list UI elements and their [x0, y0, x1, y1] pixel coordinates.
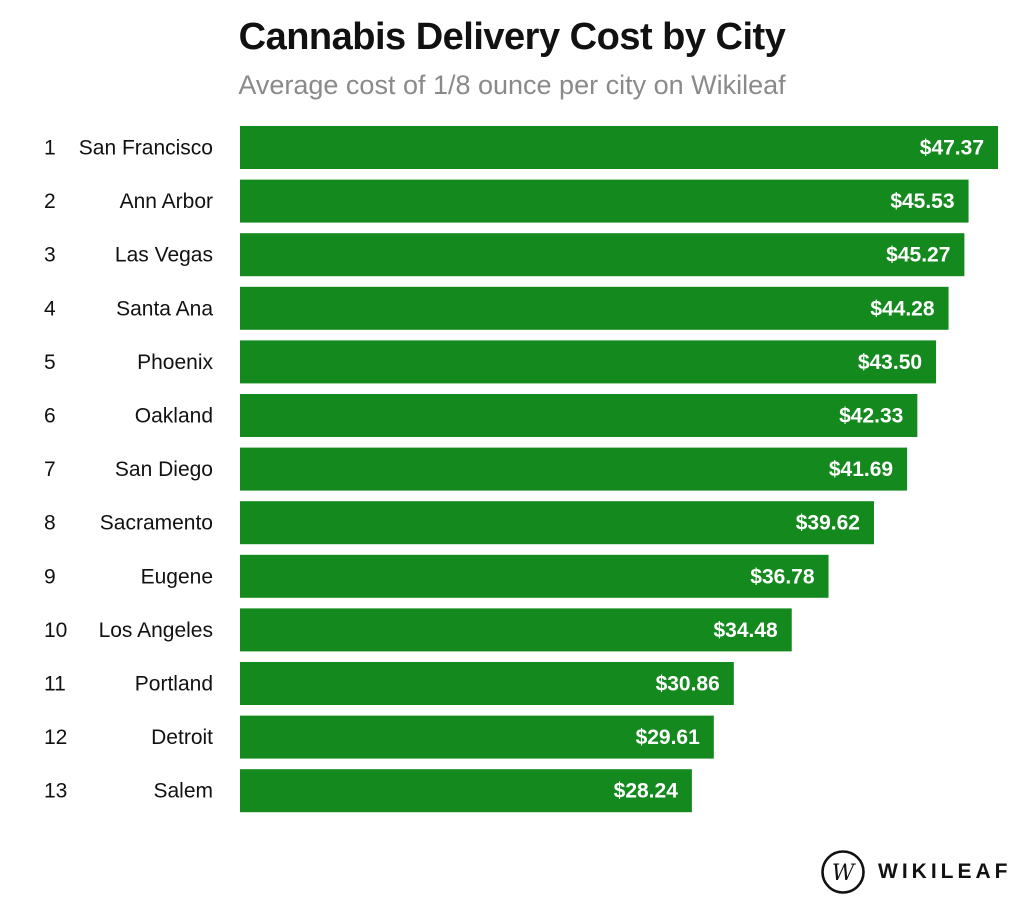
rank-label: 9: [44, 565, 56, 588]
value-label: $41.69: [829, 458, 893, 481]
value-label: $47.37: [920, 137, 984, 160]
city-label: Oakland: [135, 405, 213, 428]
city-label: Portland: [135, 673, 213, 696]
city-label: San Francisco: [79, 137, 213, 160]
value-label: $34.48: [714, 619, 779, 642]
city-label: Phoenix: [137, 351, 213, 374]
brand-logo: W WIKILEAF: [820, 846, 1011, 898]
rank-label: 3: [44, 244, 56, 267]
bar: [240, 447, 908, 491]
city-label: Las Vegas: [115, 244, 213, 267]
city-label: Salem: [153, 780, 213, 803]
rank-label: 6: [44, 405, 56, 428]
bar: [240, 286, 949, 330]
bar: [240, 340, 937, 384]
rank-label: 13: [44, 780, 67, 803]
rank-label: 11: [44, 673, 66, 696]
rank-label: 1: [44, 137, 56, 160]
value-label: $39.62: [796, 512, 860, 535]
bar: [240, 554, 829, 598]
bar: [240, 715, 714, 759]
rank-label: 8: [44, 512, 56, 535]
brand-name: WIKILEAF: [878, 860, 1012, 883]
bar: [240, 126, 998, 169]
bar: [240, 233, 965, 277]
city-label: Los Angeles: [99, 619, 213, 642]
value-label: $28.24: [614, 780, 679, 803]
rank-label: 12: [44, 726, 67, 749]
bar: [240, 179, 969, 223]
rank-label: 5: [44, 351, 56, 374]
value-label: $44.28: [870, 297, 935, 320]
bar: [240, 769, 692, 813]
value-label: $29.61: [636, 726, 701, 749]
bar: [240, 608, 792, 652]
rank-label: 10: [44, 619, 67, 642]
chart-title: Cannabis Delivery Cost by City: [238, 16, 786, 58]
city-label: Sacramento: [100, 512, 213, 535]
bar: [240, 394, 918, 437]
rank-label: 7: [44, 458, 56, 481]
city-label: San Diego: [115, 458, 213, 481]
chart-subtitle: Average cost of 1/8 ounce per city on Wi…: [238, 70, 786, 100]
bar: [240, 501, 874, 545]
logo-mark-letter: W: [832, 861, 857, 886]
value-label: $36.78: [750, 565, 815, 588]
value-label: $43.50: [858, 351, 922, 374]
rank-label: 4: [44, 297, 56, 320]
city-label: Eugene: [141, 565, 213, 588]
city-label: Santa Ana: [116, 297, 213, 320]
value-label: $42.33: [839, 405, 903, 428]
wikileaf-logo-icon: W: [821, 850, 865, 894]
rank-label: 2: [44, 190, 56, 213]
city-label: Ann Arbor: [120, 190, 213, 213]
value-label: $45.27: [886, 244, 950, 267]
value-label: $30.86: [656, 673, 720, 696]
value-label: $45.53: [890, 190, 954, 213]
city-label: Detroit: [151, 726, 213, 749]
bar: [240, 662, 734, 705]
